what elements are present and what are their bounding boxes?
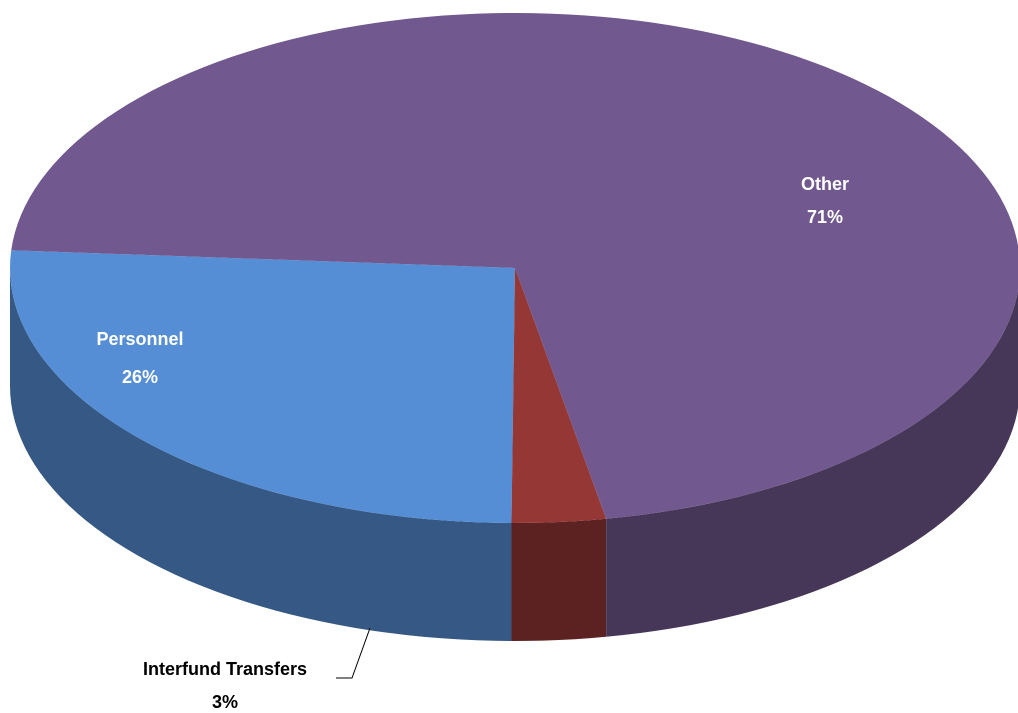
slice-label: Other xyxy=(801,174,849,194)
pie-tops xyxy=(10,13,1018,523)
pie-slice xyxy=(511,268,607,523)
pie-side xyxy=(10,268,512,641)
pie-slice xyxy=(11,13,1018,519)
slice-label: Interfund Transfers xyxy=(143,659,307,679)
slice-label: Personnel xyxy=(96,329,183,349)
labels: Personnel 26% Interfund Transfers 3% Other 71… xyxy=(96,174,849,712)
leader-line xyxy=(336,627,371,679)
pie-side xyxy=(606,290,1018,637)
slice-value-label: 3% xyxy=(212,692,238,712)
pie-side xyxy=(511,518,607,641)
pie-slice xyxy=(10,250,515,523)
slice-value-label: 26% xyxy=(122,367,158,387)
pie-sides xyxy=(10,268,1018,641)
slice-value-label: 71% xyxy=(807,207,843,227)
